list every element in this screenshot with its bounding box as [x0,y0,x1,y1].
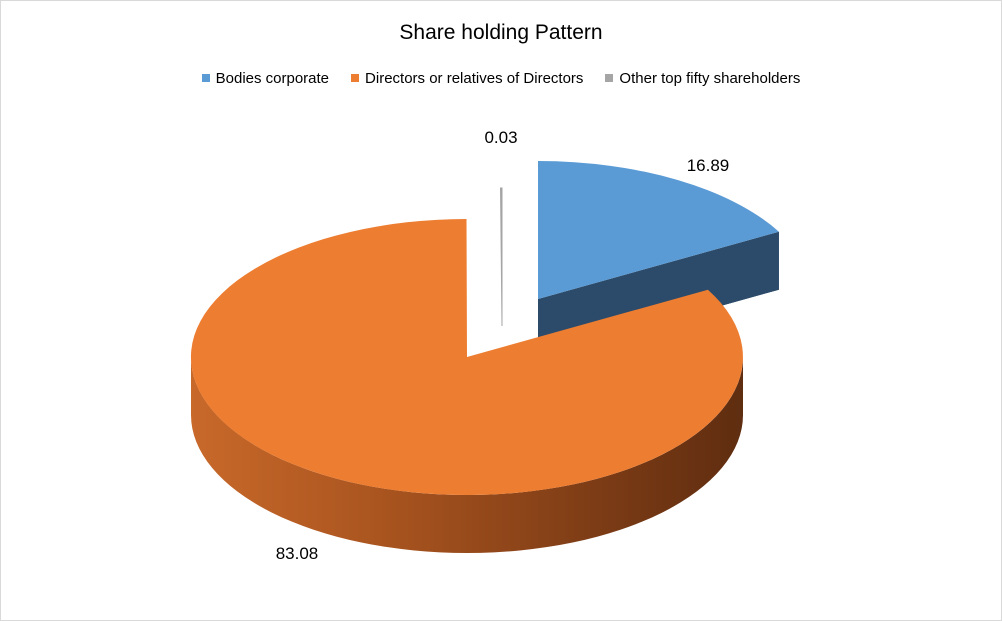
data-label-other-top-fifty: 0.03 [484,128,517,147]
legend-swatch-bodies-corporate [201,74,210,82]
legend-label-bodies-corporate: Bodies corporate [215,69,330,87]
legend-swatch-directors [351,74,360,82]
slice-bodies-corporate [538,161,779,299]
legend-label-directors: Directors or relatives of Directors [365,69,584,87]
legend: Bodies corporate Directors or relatives … [1,68,1001,88]
data-label-directors: 83.08 [276,544,319,563]
chart-title: Share holding Pattern [399,21,603,44]
slice-other-top-fifty [499,187,503,327]
legend-item-other-top-fifty: Other top fifty shareholders [605,68,800,88]
legend-swatch-other-top-fifty [605,74,614,82]
slice-directors [190,219,743,495]
slice-directors-side [191,357,743,553]
legend-label-other-top-fifty: Other top fifty shareholders [619,69,801,87]
legend-item-directors: Directors or relatives of Directors [351,68,583,88]
legend-item-bodies-corporate: Bodies corporate [201,68,330,88]
data-label-bodies-corporate: 16.89 [687,156,730,175]
